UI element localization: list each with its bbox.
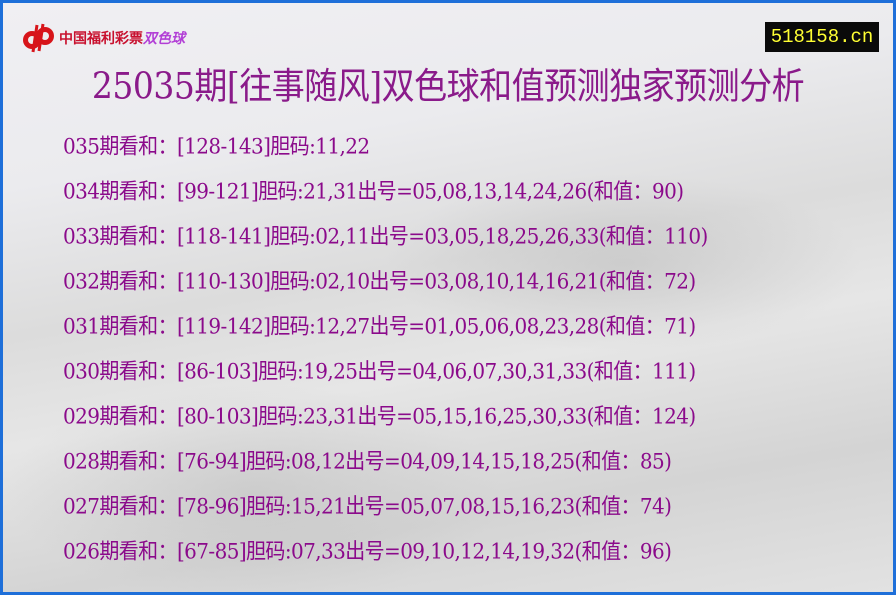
list-item: 034期看和：[99-121]胆码:21,31出号=05,08,13,14,24…: [63, 178, 684, 205]
prediction-list: 035期看和：[128-143]胆码:11,22 034期看和：[99-121]…: [63, 131, 708, 581]
site-badge: 518158.cn: [765, 22, 879, 52]
list-item: 029期看和：[80-103]胆码:23,31出号=05,15,16,25,30…: [63, 403, 696, 430]
welfare-lottery-icon: [21, 23, 55, 53]
page-title: 25035期[往事随风]双色球和值预测独家预测分析: [91, 64, 805, 108]
logo-subtext: 双色球: [143, 31, 185, 47]
list-item: 035期看和：[128-143]胆码:11,22: [63, 133, 370, 160]
background-landscape: [383, 173, 863, 353]
background-landscape: [3, 383, 503, 592]
list-item: 027期看和：[78-96]胆码:15,21出号=05,07,08,15,16,…: [63, 493, 672, 520]
list-item: 026期看和：[67-85]胆码:07,33出号=09,10,12,14,19,…: [63, 538, 672, 565]
list-item: 031期看和：[119-142]胆码:12,27出号=01,05,06,08,2…: [63, 313, 696, 340]
list-item: 032期看和：[110-130]胆码:02,10出号=03,08,10,14,1…: [63, 268, 696, 295]
list-item: 028期看和：[76-94]胆码:08,12出号=04,09,14,15,18,…: [63, 448, 672, 475]
list-item: 033期看和：[118-141]胆码:02,11出号=03,05,18,25,2…: [63, 223, 708, 250]
lottery-logo: 中国福利彩票 双色球: [21, 23, 185, 53]
list-item: 030期看和：[86-103]胆码:19,25出号=04,06,07,30,31…: [63, 358, 696, 385]
logo-text: 中国福利彩票: [59, 31, 143, 47]
